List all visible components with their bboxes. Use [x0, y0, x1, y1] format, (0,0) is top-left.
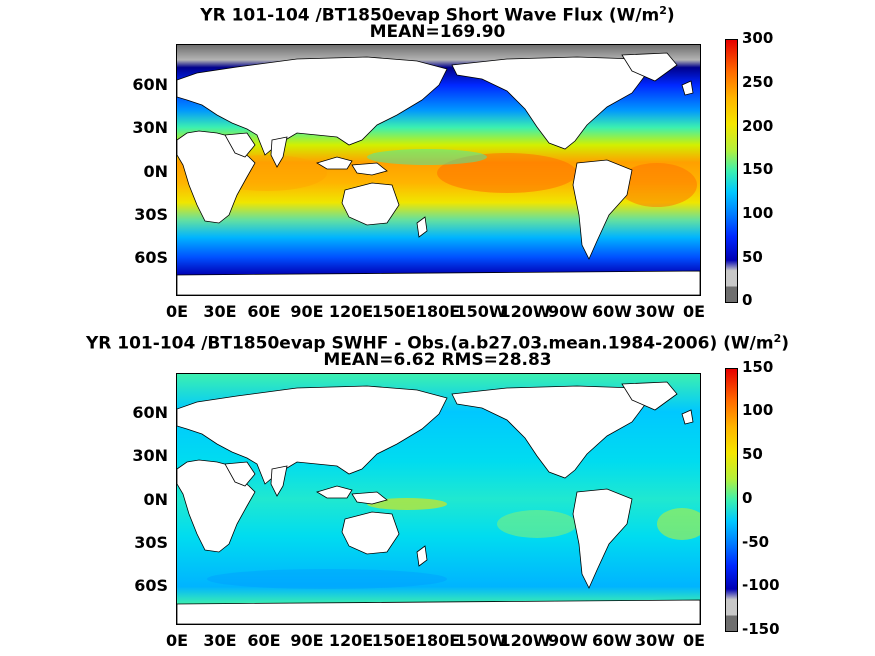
bottom-lon-label: 0E	[165, 631, 189, 650]
top-lon-label: 150E	[371, 302, 417, 321]
top-lon-label: 60W	[592, 302, 632, 321]
bottom-colorbar	[725, 368, 738, 632]
top-colorbar-tick: 0	[742, 291, 753, 309]
top-lon-label: 90W	[548, 302, 588, 321]
top-lon-label: 0E	[682, 302, 706, 321]
top-colorbar-tick: 200	[742, 117, 774, 135]
bottom-lon-label: 60W	[592, 631, 632, 650]
top-lon-label: 30E	[203, 302, 237, 321]
bottom-lat-label: 0N	[143, 490, 168, 509]
bottom-lon-label: 90E	[290, 631, 324, 650]
top-panel-title: YR 101-104 /BT1850evap Short Wave Flux (…	[200, 4, 675, 26]
bottom-lon-label: 150E	[371, 631, 417, 650]
top-colorbar-tick: 100	[742, 204, 774, 222]
bottom-panel-title: YR 101-104 /BT1850evap SWHF - Obs.(a.b27…	[85, 332, 790, 354]
bottom-lat-label: 60S	[134, 576, 168, 595]
bottom-lon-label: 150W	[455, 631, 507, 650]
top-colorbar-tick: 300	[742, 29, 774, 47]
bottom-colorbar-tick: -100	[742, 576, 780, 594]
top-lat-label: 60S	[134, 248, 168, 267]
top-lon-label: 120W	[499, 302, 551, 321]
bottom-lon-label: 120E	[328, 631, 374, 650]
top-lat-label: 30N	[132, 118, 168, 137]
top-colorbar-tick: 250	[742, 73, 774, 91]
top-lon-label: 150W	[455, 302, 507, 321]
bottom-lat-label: 30N	[132, 446, 168, 465]
top-colorbar-tick: 150	[742, 160, 774, 178]
bottom-colorbar-tick: 100	[742, 401, 774, 419]
top-map	[176, 44, 701, 296]
top-lon-label: 120E	[328, 302, 374, 321]
bottom-colorbar-tick: 150	[742, 358, 774, 376]
bottom-colorbar-tick: 50	[742, 445, 763, 463]
bottom-lon-label: 30W	[635, 631, 675, 650]
top-lon-label: 180E	[415, 302, 461, 321]
top-lon-label: 60E	[247, 302, 281, 321]
top-colorbar-tick: 50	[742, 248, 763, 266]
top-lon-label: 30W	[635, 302, 675, 321]
bottom-lat-label: 60N	[132, 403, 168, 422]
top-lon-label: 0E	[165, 302, 189, 321]
bottom-lon-label: 30E	[203, 631, 237, 650]
bottom-panel-subtitle: MEAN=6.62 RMS=28.83	[323, 350, 552, 370]
top-lat-label: 30S	[134, 205, 168, 224]
top-lat-label: 0N	[143, 162, 168, 181]
bottom-map	[176, 373, 701, 625]
top-lat-label: 60N	[132, 75, 168, 94]
bottom-colorbar-tick: -50	[742, 533, 770, 551]
bottom-lat-label: 30S	[134, 533, 168, 552]
bottom-lon-label: 60E	[247, 631, 281, 650]
top-panel-subtitle: MEAN=169.90	[369, 22, 506, 42]
bottom-lon-label: 120W	[499, 631, 551, 650]
top-lon-label: 90E	[290, 302, 324, 321]
bottom-lon-label: 180E	[415, 631, 461, 650]
top-colorbar	[725, 39, 738, 303]
bottom-colorbar-tick: 0	[742, 489, 753, 507]
bottom-colorbar-tick: -150	[742, 620, 780, 638]
bottom-lon-label: 0E	[682, 631, 706, 650]
bottom-lon-label: 90W	[548, 631, 588, 650]
